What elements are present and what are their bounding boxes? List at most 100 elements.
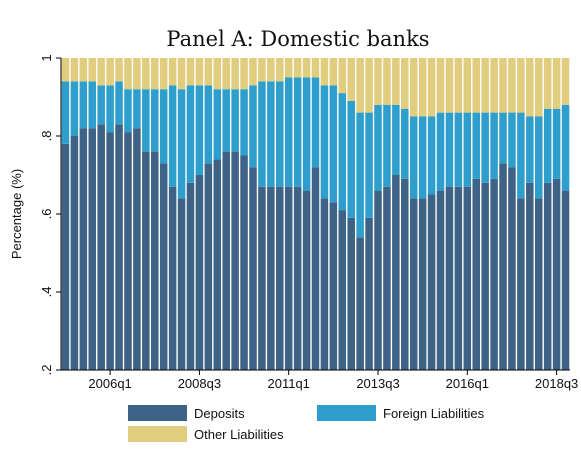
bar-deposits-2011q3: [302, 190, 311, 370]
bar-foreign-liabilities-2007q2: [151, 89, 159, 152]
bar-other-liabilities-2015q2: [436, 58, 445, 113]
bar-foreign-liabilities-2006q2: [115, 81, 123, 125]
bar-deposits-2010q2: [258, 186, 266, 370]
bar-foreign-liabilities-2009q3: [231, 89, 239, 152]
bar-other-liabilities-2009q4: [240, 58, 248, 90]
bar-other-liabilities-2014q2: [401, 58, 409, 109]
bar-foreign-liabilities-2015q4: [454, 112, 463, 187]
bar-foreign-liabilities-2016q2: [472, 112, 480, 179]
bar-other-liabilities-2014q1: [392, 58, 400, 105]
legend-swatch-deposits: [128, 405, 187, 421]
bar-foreign-liabilities-2016q4: [490, 112, 498, 179]
bar-deposits-2005q2: [79, 128, 88, 370]
legend-label-other-liabilities: Other Liabilities: [194, 427, 284, 442]
bars-group: [61, 58, 570, 370]
bar-other-liabilities-2005q4: [97, 58, 105, 86]
bar-deposits-2017q4: [526, 182, 534, 370]
bar-foreign-liabilities-2014q2: [401, 108, 409, 179]
bar-deposits-2015q2: [436, 190, 445, 370]
bar-foreign-liabilities-2018q2: [543, 108, 552, 183]
bar-other-liabilities-2004q4: [61, 58, 70, 82]
bar-foreign-liabilities-2010q3: [267, 81, 275, 187]
y-axis-label: Percentage (%): [9, 169, 24, 259]
legend-swatch-other-liabilities: [128, 426, 187, 442]
bar-deposits-2009q3: [231, 151, 239, 370]
bar-foreign-liabilities-2007q4: [168, 85, 177, 187]
bar-foreign-liabilities-2006q1: [106, 85, 114, 133]
bar-deposits-2013q3: [374, 190, 382, 370]
bar-foreign-liabilities-2015q2: [436, 112, 445, 191]
bar-other-liabilities-2013q3: [374, 58, 382, 105]
bar-deposits-2012q1: [320, 198, 329, 370]
bar-other-liabilities-2009q2: [222, 58, 230, 90]
bar-foreign-liabilities-2005q2: [79, 81, 88, 129]
x-tick-label: 2006q1: [88, 376, 131, 391]
bar-foreign-liabilities-2017q3: [517, 112, 525, 199]
bar-foreign-liabilities-2018q4: [561, 104, 570, 191]
bar-foreign-liabilities-2005q4: [97, 85, 105, 125]
bar-other-liabilities-2008q3: [195, 58, 204, 86]
bar-other-liabilities-2018q3: [552, 58, 561, 109]
y-tick-label: 1: [39, 54, 54, 61]
bar-other-liabilities-2007q4: [168, 58, 177, 86]
bar-foreign-liabilities-2009q4: [240, 89, 248, 156]
bar-other-liabilities-2006q4: [133, 58, 141, 90]
bar-foreign-liabilities-2006q3: [124, 89, 132, 133]
bar-other-liabilities-2005q2: [79, 58, 88, 82]
bar-foreign-liabilities-2008q4: [204, 85, 213, 164]
bar-other-liabilities-2018q4: [561, 58, 570, 105]
bar-foreign-liabilities-2017q1: [499, 112, 507, 164]
bar-deposits-2006q3: [124, 132, 132, 370]
bar-other-liabilities-2012q2: [329, 58, 338, 86]
bar-other-liabilities-2009q1: [213, 58, 222, 90]
bar-deposits-2017q1: [499, 163, 507, 370]
bar-foreign-liabilities-2018q1: [534, 116, 543, 199]
bar-foreign-liabilities-2005q1: [70, 81, 79, 136]
bar-foreign-liabilities-2011q4: [311, 77, 320, 168]
bar-foreign-liabilities-2017q2: [508, 112, 516, 168]
bar-foreign-liabilities-2014q4: [418, 116, 427, 199]
y-tick-label: .8: [39, 131, 54, 142]
bar-deposits-2005q1: [70, 136, 79, 370]
bar-foreign-liabilities-2011q2: [293, 77, 302, 187]
bar-other-liabilities-2006q2: [115, 58, 123, 82]
bar-deposits-2014q1: [392, 175, 400, 370]
bar-foreign-liabilities-2014q1: [392, 104, 400, 175]
y-tick-label: .2: [39, 365, 54, 376]
bar-foreign-liabilities-2009q2: [222, 89, 230, 152]
bar-other-liabilities-2007q3: [159, 58, 168, 90]
bar-deposits-2012q3: [338, 210, 347, 370]
bar-deposits-2011q2: [293, 186, 302, 370]
bar-deposits-2012q2: [329, 202, 338, 370]
bar-deposits-2004q4: [61, 143, 70, 370]
bar-other-liabilities-2014q3: [409, 58, 418, 117]
bar-other-liabilities-2017q2: [508, 58, 516, 113]
bar-deposits-2008q1: [177, 198, 186, 370]
bar-other-liabilities-2006q1: [106, 58, 114, 86]
bar-deposits-2007q4: [168, 186, 177, 370]
x-tick-label: 2018q3: [535, 376, 578, 391]
bar-other-liabilities-2008q2: [186, 58, 195, 86]
bar-deposits-2013q2: [365, 217, 373, 370]
legend-swatch-foreign-liabilities: [317, 405, 376, 421]
bar-other-liabilities-2012q3: [338, 58, 347, 94]
bar-foreign-liabilities-2012q3: [338, 93, 347, 211]
bar-deposits-2006q2: [115, 124, 123, 370]
bar-other-liabilities-2017q3: [517, 58, 525, 113]
bar-deposits-2016q1: [463, 186, 472, 370]
bar-foreign-liabilities-2015q3: [445, 112, 454, 187]
bar-foreign-liabilities-2004q4: [61, 81, 70, 144]
x-tick-label: 2008q3: [178, 376, 221, 391]
bar-deposits-2006q1: [106, 132, 114, 370]
bar-deposits-2015q3: [445, 186, 454, 370]
bar-other-liabilities-2016q1: [463, 58, 472, 113]
bar-foreign-liabilities-2010q1: [249, 85, 257, 168]
bar-foreign-liabilities-2012q4: [347, 100, 355, 218]
bar-deposits-2007q3: [159, 163, 168, 370]
bar-other-liabilities-2013q4: [383, 58, 391, 105]
bar-foreign-liabilities-2016q1: [463, 112, 472, 187]
bar-other-liabilities-2008q4: [204, 58, 213, 86]
bar-foreign-liabilities-2011q1: [284, 77, 293, 187]
bar-other-liabilities-2011q4: [311, 58, 320, 78]
bar-deposits-2014q4: [418, 198, 427, 370]
